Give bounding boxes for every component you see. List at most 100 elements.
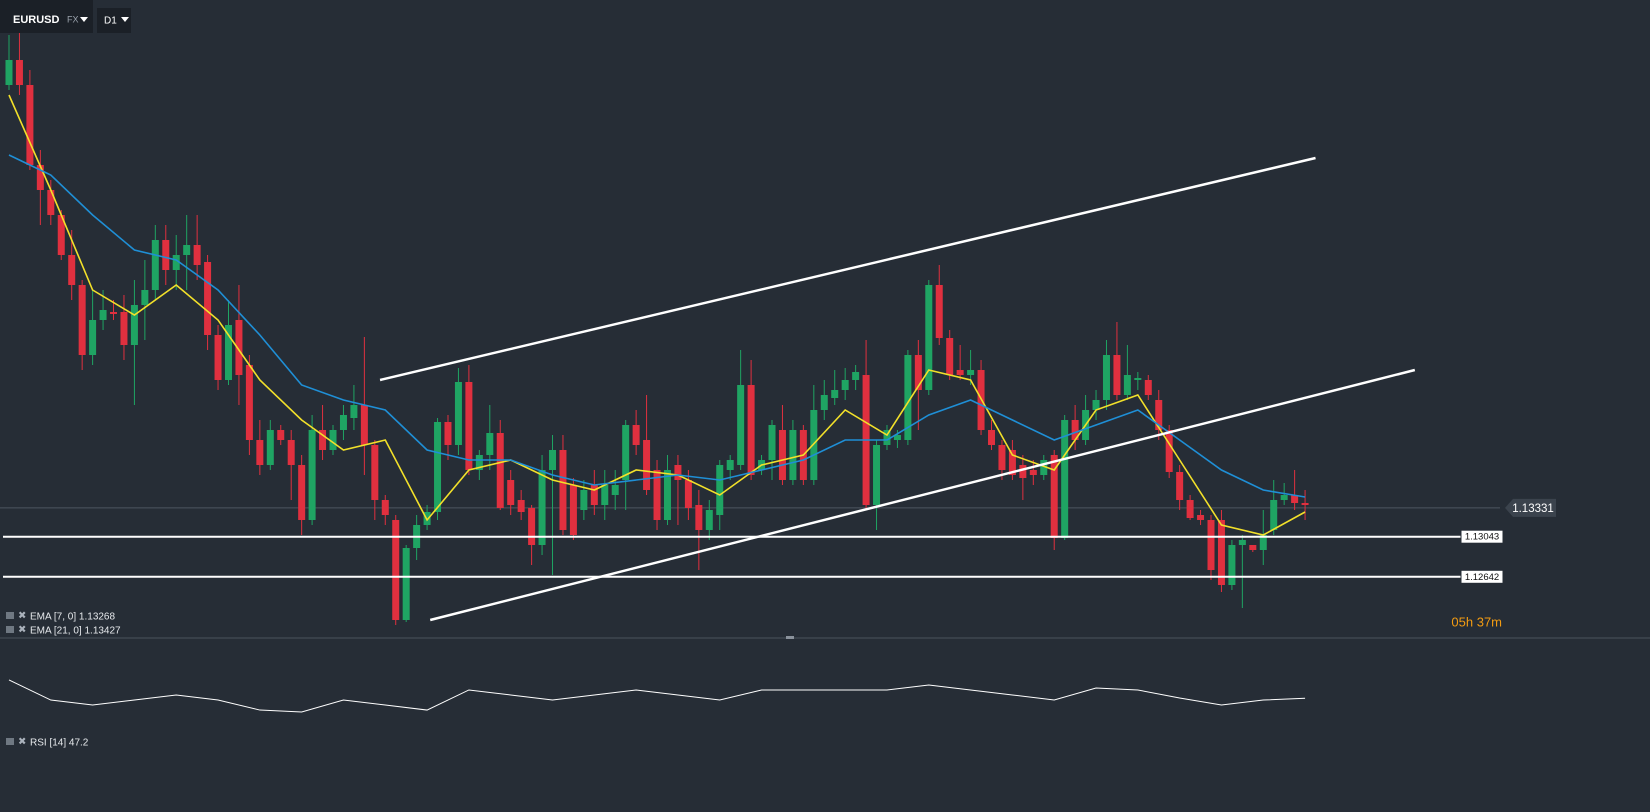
candle-body [1207,520,1215,570]
candle-body [78,285,86,355]
candle-body [1092,400,1100,410]
candle-body [1008,450,1016,475]
candle-body [893,435,901,440]
candle-body [1019,465,1027,478]
candle-body [245,365,253,440]
candle-body [1238,540,1246,545]
legend-icon[interactable] [6,738,14,745]
candle-body [329,430,337,450]
legend-icon[interactable] [6,612,14,619]
candle-body [350,405,358,418]
candle-body [141,290,149,305]
candle-body [256,440,264,465]
candle-body [392,520,400,620]
candle-countdown: 05h 37m [1451,614,1502,629]
candle-body [1301,503,1309,505]
candle-body [475,455,483,470]
timeframe: D1 [104,16,117,27]
candle-body [47,190,55,215]
candle-body [653,470,661,520]
candle-body [810,410,818,480]
candle-body [266,430,274,465]
candle-body [1228,545,1236,585]
candle-body [914,355,922,390]
candle-body [454,382,462,445]
candle-body [214,335,222,380]
candle-body [549,450,557,470]
candle-body [15,60,23,85]
marks [0,30,1500,713]
candle-body [831,390,839,398]
candle-body [1144,380,1152,395]
candle-body [5,60,13,85]
candle-body [110,312,118,314]
candle-body [904,355,912,440]
candle-body [308,430,316,520]
candle-body [663,470,671,520]
candle-body [956,370,964,375]
candle-body [381,500,389,515]
candle-body [89,320,97,355]
candle-body [716,465,724,515]
candle-body [1061,420,1069,538]
candle-body [601,485,609,505]
candle-body [1102,355,1110,400]
candle-body [841,380,849,390]
trend-line [429,368,1416,622]
candle-body [1029,470,1037,475]
candle-body [569,485,577,535]
candle-body [1176,472,1184,500]
candle-body [1186,500,1194,518]
candle-body [1040,460,1048,475]
candle-body [580,490,588,510]
candle-body [674,465,682,480]
candle-body [36,165,44,190]
candle-body [287,440,295,465]
candle-body [204,262,212,335]
candle-body [1197,515,1205,520]
candle-body [873,445,881,505]
candle-body [402,548,410,620]
remove-icon[interactable]: ✖ [18,625,26,636]
candle-body [444,422,452,445]
candle-body [26,85,34,165]
symbol: EURUSD [13,14,60,26]
candle-body [486,433,494,455]
candle-body [1249,545,1257,550]
candle-body [726,460,734,470]
panel-resize-handle[interactable] [786,636,794,639]
remove-icon[interactable]: ✖ [18,737,26,748]
last-price-label: 1.13331 [1512,503,1554,515]
last-price-label-box [1505,498,1556,517]
candle-body [559,450,567,530]
candle-body [632,425,640,445]
symbol-selector[interactable] [0,0,93,33]
candle-body [1071,420,1079,440]
remove-icon[interactable]: ✖ [18,611,26,622]
candle-body [935,285,943,338]
candle-body [1291,495,1299,503]
candle-body [193,245,201,265]
candle-body [946,338,954,375]
candle-body [852,372,860,380]
legend-icon[interactable] [6,626,14,633]
candle-body [319,430,327,450]
candle-body [1113,355,1121,395]
level-label: 1.12642 [1465,572,1499,583]
candle-body [768,425,776,460]
candle-body [465,382,473,470]
candle-body [371,445,379,500]
candle-body [1050,455,1058,538]
candle-body [172,255,180,270]
candle-body [778,430,786,480]
candle-body [507,480,515,505]
trend-line [379,156,1316,382]
dropdown-arrow [121,17,129,22]
candle-body [151,240,159,290]
market: FX [67,14,79,24]
dropdown-arrow [80,17,88,22]
candle-body [68,255,76,285]
ema-line [8,94,1306,536]
candle-body [277,430,285,440]
